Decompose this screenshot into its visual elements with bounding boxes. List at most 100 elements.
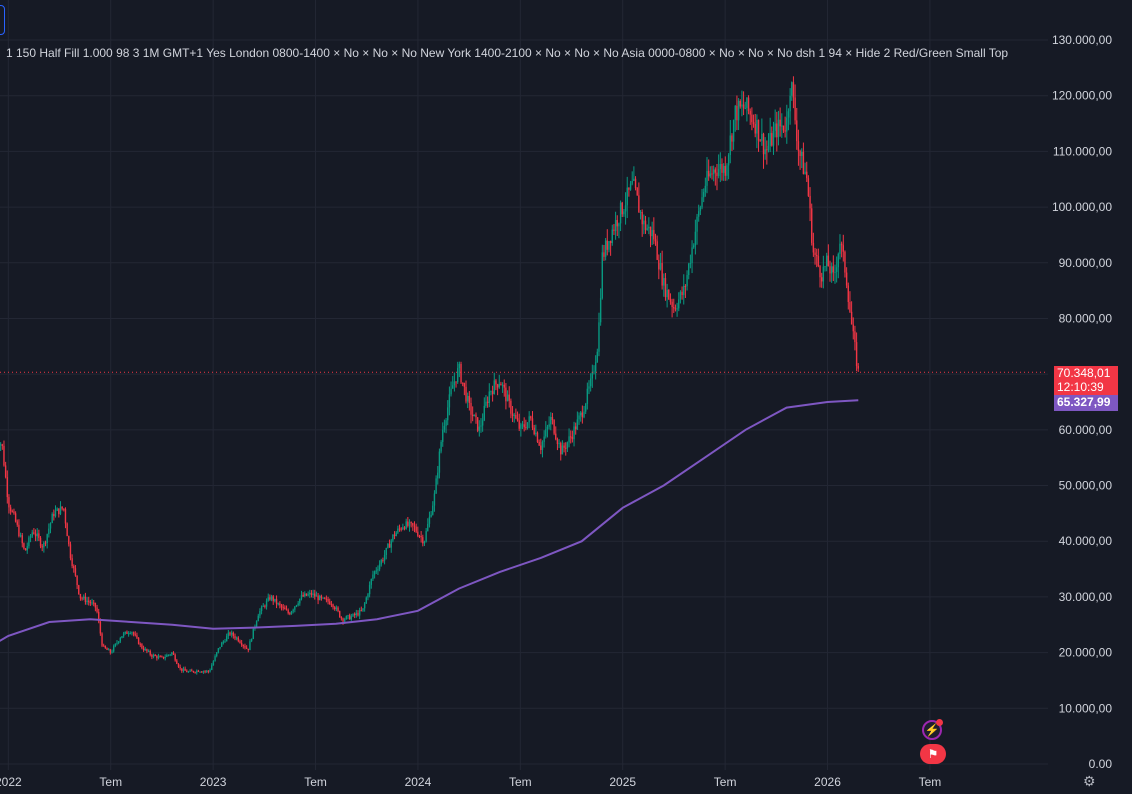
candle-body <box>269 597 271 600</box>
candle-body <box>242 645 245 647</box>
candle-body <box>448 394 451 408</box>
candlestick-series <box>0 76 859 675</box>
candle-body <box>197 670 200 672</box>
candle-body <box>41 546 43 548</box>
candle-body <box>801 151 803 156</box>
candle-body <box>457 368 459 383</box>
candle-body <box>438 451 441 473</box>
candle-body <box>250 639 253 642</box>
candle-body <box>270 596 273 600</box>
candle-body <box>613 229 615 231</box>
candle-body <box>844 251 846 273</box>
candle-body <box>73 566 75 569</box>
y-tick-label: 20.000,00 <box>1059 646 1113 660</box>
lightning-icon[interactable]: ⚡ <box>922 719 943 740</box>
candle-body <box>774 123 776 131</box>
candle-body <box>314 593 316 597</box>
candle-body <box>480 425 482 427</box>
candle-body <box>711 173 713 175</box>
candle-body <box>99 621 102 634</box>
candle-body <box>157 656 160 659</box>
candle-body <box>322 597 324 599</box>
candle-body <box>478 426 481 431</box>
candle-body <box>39 537 42 547</box>
candle-body <box>626 187 628 206</box>
candle-body <box>339 611 341 618</box>
candle-body <box>540 445 542 451</box>
candle-body <box>712 169 715 175</box>
candle-body <box>274 598 276 602</box>
candle-body <box>307 594 309 596</box>
gear-icon[interactable]: ⚙ <box>1083 773 1096 789</box>
candle-body <box>222 641 225 643</box>
candle-body <box>317 595 319 601</box>
candle-body <box>500 383 502 386</box>
candle-body <box>581 412 584 418</box>
candle-body <box>447 407 449 421</box>
price-axis[interactable]: 130.000,00 120.000,00 110.000,00 100.000,00… <box>1052 33 1112 771</box>
candle-body <box>576 419 579 430</box>
candle-body <box>501 384 504 386</box>
candle-body <box>407 521 409 526</box>
candle-body <box>822 266 825 282</box>
us-flag-icon[interactable]: ⚑ <box>920 744 946 764</box>
candle-body <box>594 362 597 372</box>
candle-body <box>14 513 17 522</box>
candle-body <box>61 506 63 509</box>
notification-dot <box>936 719 943 726</box>
candle-body <box>325 598 328 600</box>
candle-body <box>560 443 562 455</box>
candle-body <box>134 634 136 636</box>
time-axis[interactable]: 2022 Tem 2023 Tem 2024 Tem 2025 Tem 2026 Tem <box>0 775 941 789</box>
candle-body <box>121 636 123 639</box>
candle-body <box>623 211 625 215</box>
candle-body <box>664 278 667 298</box>
candle-body <box>777 119 780 138</box>
candle-body <box>606 240 608 250</box>
candle-body <box>727 155 730 166</box>
candle-body <box>4 465 7 478</box>
candle-body <box>599 298 602 323</box>
candle-body <box>694 231 697 246</box>
candle-body <box>21 535 23 544</box>
candle-body <box>378 564 381 570</box>
candle-body <box>658 259 660 270</box>
candle-body <box>107 649 110 651</box>
candle-body <box>619 202 622 224</box>
candle-body <box>81 598 83 600</box>
candle-body <box>496 384 499 388</box>
candle-body <box>771 133 773 146</box>
candle-body <box>432 505 434 515</box>
candle-body <box>329 601 331 605</box>
candle-body <box>377 569 379 571</box>
candle-body <box>206 670 208 672</box>
candle-body <box>644 220 647 230</box>
candle-body <box>13 511 15 514</box>
candle-body <box>64 509 67 524</box>
candle-body <box>309 592 311 595</box>
candle-body <box>383 554 386 561</box>
candle-body <box>144 648 146 651</box>
candle-body <box>450 388 452 395</box>
candle-body <box>506 394 509 402</box>
candle-body <box>643 220 645 225</box>
candle-body <box>365 597 367 604</box>
y-tick-label: 0.00 <box>1089 757 1113 771</box>
candle-body <box>9 507 12 512</box>
legend-toggle-button[interactable] <box>0 5 5 35</box>
candle-body <box>811 208 813 243</box>
candle-body <box>531 418 534 428</box>
candle-body <box>676 308 678 310</box>
candle-body <box>634 178 637 188</box>
candle-body <box>825 255 828 267</box>
candle-body <box>91 602 93 604</box>
candle-body <box>272 596 274 602</box>
candle-body <box>430 514 432 517</box>
candle-body <box>693 245 695 248</box>
candle-body <box>578 415 580 420</box>
candle-body <box>458 363 461 369</box>
candle-body <box>817 256 820 266</box>
indicator-legend[interactable]: 1 150 Half Fill 1.000 98 3 1M GMT+1 Yes … <box>6 46 1009 60</box>
candle-body <box>199 671 201 673</box>
